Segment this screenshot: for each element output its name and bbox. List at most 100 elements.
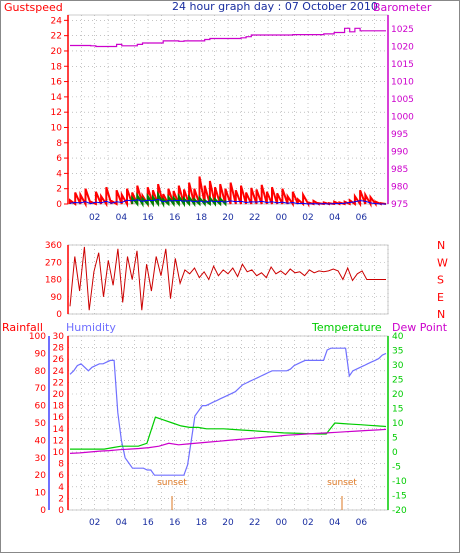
barometer-tick-label: 990 (391, 148, 408, 158)
barometer-axis-title: Barometer (373, 1, 432, 14)
temperature-tick-label: 30 (392, 361, 404, 371)
direction-tick-label: 360 (45, 241, 62, 251)
humidity-tick-label: 40 (35, 436, 47, 446)
humidity-tick-label: 80 (35, 367, 47, 377)
rainfall-tick-label: 8 (58, 460, 64, 470)
rainfall-tick-label: 30 (53, 332, 65, 342)
chart-title: 24 hour graph day : 07 October 2010 (172, 0, 378, 13)
hour-tick-label: 22 (249, 518, 260, 528)
rainfall-tick-label: 16 (53, 413, 65, 423)
rainfall-tick-label: 2 (58, 494, 64, 504)
temperature-tick-label: 25 (392, 376, 403, 386)
rainfall-axis-title: Rainfall (2, 321, 43, 334)
gust-tick-label: 24 (51, 16, 63, 26)
direction-tick-label: 90 (51, 293, 63, 303)
rainfall-tick-label: 28 (53, 344, 65, 354)
hour-tick-label: 02 (302, 213, 313, 223)
hour-tick-label: 00 (276, 518, 288, 528)
barometer-tick-label: 995 (391, 130, 408, 140)
hour-tick-label: 16 (169, 518, 181, 528)
humidity-tick-label: 90 (35, 349, 47, 359)
direction-tick-label: 0 (56, 310, 62, 320)
hour-tick-label: 20 (222, 518, 234, 528)
gust-tick-label: 8 (56, 139, 62, 149)
gust-tick-label: 16 (51, 78, 63, 88)
compass-label: N (437, 239, 445, 252)
temperature-series (70, 416, 387, 450)
humidity-tick-label: 100 (29, 332, 46, 342)
gust-tick-label: 14 (51, 93, 63, 103)
temperature-axis-title: Temperature (311, 321, 382, 334)
gustspeed-axis-title: Gustspeed (4, 1, 63, 14)
gust-tick-label: 0 (56, 200, 62, 210)
rainfall-tick-label: 24 (53, 367, 65, 377)
gust-tick-label: 20 (51, 47, 63, 57)
hour-tick-label: 18 (196, 213, 208, 223)
humidity-tick-label: 60 (35, 402, 47, 412)
humidity-tick-label: 10 (35, 489, 47, 499)
hour-tick-label: 18 (196, 518, 208, 528)
rainfall-tick-label: 20 (53, 390, 65, 400)
barometer-tick-label: 980 (391, 183, 408, 193)
windspeed-series (69, 198, 386, 205)
hour-tick-label: 04 (329, 518, 341, 528)
rainfall-tick-label: 14 (53, 425, 65, 435)
rainfall-tick-label: 22 (53, 378, 64, 388)
hour-tick-label: 06 (356, 518, 368, 528)
sunset-label: sunset (157, 478, 187, 488)
hour-tick-label: 16 (169, 213, 181, 223)
gust-tick-label: 12 (51, 108, 62, 118)
rainfall-tick-label: 26 (53, 355, 65, 365)
barometer-series (70, 27, 386, 48)
gust-tick-label: 6 (56, 154, 62, 164)
hour-tick-label: 04 (116, 518, 128, 528)
temperature-tick-label: 0 (392, 448, 398, 458)
gust-tick-label: 10 (51, 123, 63, 133)
rainfall-tick-label: 10 (53, 448, 65, 458)
rainfall-tick-label: 12 (53, 436, 64, 446)
rainfall-tick-label: 0 (58, 506, 64, 516)
compass-label: W (437, 256, 448, 269)
wind-direction-series (69, 246, 386, 311)
temperature-tick-label: 5 (392, 434, 398, 444)
barometer-tick-label: 1025 (391, 25, 414, 35)
humidity-tick-label: 30 (35, 454, 47, 464)
humidity-axis-title: Humidity (66, 321, 116, 334)
hour-tick-label: 04 (329, 213, 341, 223)
temperature-tick-label: -15 (392, 492, 407, 502)
dewpoint-axis-title: Dew Point (392, 321, 448, 334)
direction-tick-label: 180 (45, 276, 62, 286)
direction-tick-label: 270 (45, 258, 62, 268)
dewpoint-series (69, 428, 387, 454)
humidity-tick-label: 20 (35, 471, 47, 481)
windspeed-alt-series (131, 190, 227, 208)
barometer-tick-label: 1010 (391, 78, 414, 88)
temperature-tick-label: -20 (392, 506, 407, 516)
hour-tick-label: 02 (89, 213, 100, 223)
humidity-tick-label: 0 (40, 506, 46, 516)
gust-tick-label: 2 (56, 185, 62, 195)
hour-tick-label: 16 (142, 518, 154, 528)
temperature-tick-label: -10 (392, 477, 407, 487)
temperature-tick-label: -5 (392, 463, 401, 473)
gust-tick-label: 18 (51, 62, 63, 72)
barometer-tick-label: 985 (391, 165, 408, 175)
humidity-tick-label: 70 (35, 384, 47, 394)
humidity-tick-label: 50 (35, 419, 47, 429)
barometer-tick-label: 1020 (391, 43, 414, 53)
compass-label: E (437, 291, 444, 304)
temperature-tick-label: 15 (392, 405, 403, 415)
temperature-tick-label: 20 (392, 390, 404, 400)
barometer-tick-label: 1015 (391, 60, 414, 70)
barometer-tick-label: 1005 (391, 95, 414, 105)
hour-tick-label: 00 (276, 213, 288, 223)
temperature-tick-label: 10 (392, 419, 404, 429)
gust-tick-label: 4 (56, 169, 62, 179)
rainfall-tick-label: 6 (58, 471, 64, 481)
hour-tick-label: 06 (356, 213, 368, 223)
hour-tick-label: 02 (89, 518, 100, 528)
compass-label: S (437, 274, 444, 287)
compass-label: N (437, 308, 445, 321)
rainfall-tick-label: 4 (58, 483, 64, 493)
